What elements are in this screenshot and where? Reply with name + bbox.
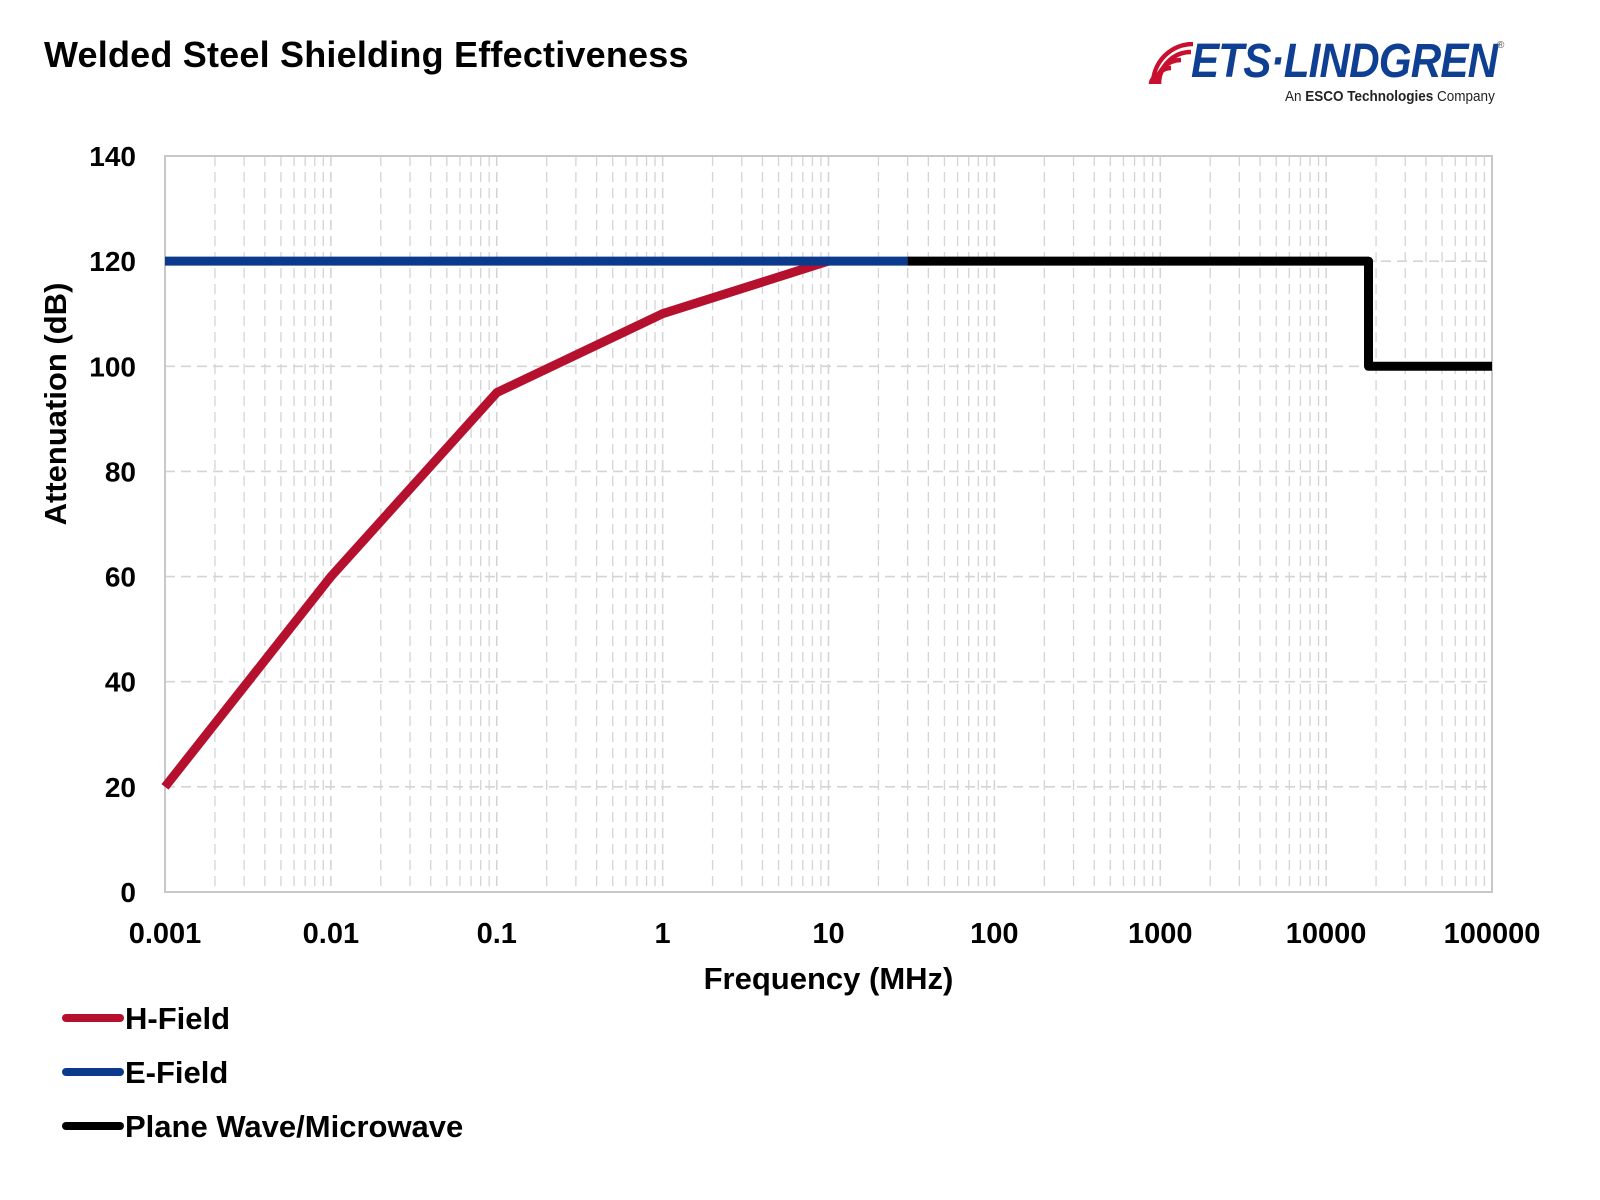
grid [165, 156, 1492, 892]
y-tick-label: 100 [89, 351, 136, 382]
y-tick-label: 140 [89, 141, 136, 172]
y-axis-ticks: 0 20 40 60 80 100 120 140 [89, 141, 136, 908]
x-tick-label: 0.1 [477, 918, 517, 950]
legend: H-Field E-Field Plane Wave/Microwave [66, 1001, 463, 1144]
y-tick-label: 0 [120, 877, 136, 908]
y-tick-label: 60 [105, 562, 136, 593]
x-tick-label: 10000 [1286, 918, 1367, 950]
x-tick-label: 10 [812, 918, 844, 950]
y-tick-label: 20 [105, 772, 136, 803]
y-tick-label: 40 [105, 667, 136, 698]
x-tick-label: 1 [655, 918, 671, 950]
x-tick-label: 100000 [1444, 918, 1541, 950]
x-tick-label: 1000 [1128, 918, 1193, 950]
y-tick-label: 120 [89, 246, 136, 277]
x-tick-label: 0.001 [129, 918, 202, 950]
series-line-plane-wave-microwave [908, 261, 1492, 366]
y-axis-label: Attenuation (dB) [38, 283, 73, 526]
y-tick-label: 80 [105, 456, 136, 487]
x-tick-label: 0.01 [303, 918, 359, 950]
x-axis-label: Frequency (MHz) [704, 961, 954, 996]
legend-label: H-Field [125, 1001, 230, 1036]
x-tick-label: 100 [970, 918, 1018, 950]
x-axis-ticks: 0.001 0.01 0.1 1 10 100 1000 10000 100000 [129, 918, 1541, 950]
legend-label: Plane Wave/Microwave [125, 1109, 463, 1144]
legend-label: E-Field [125, 1055, 228, 1090]
